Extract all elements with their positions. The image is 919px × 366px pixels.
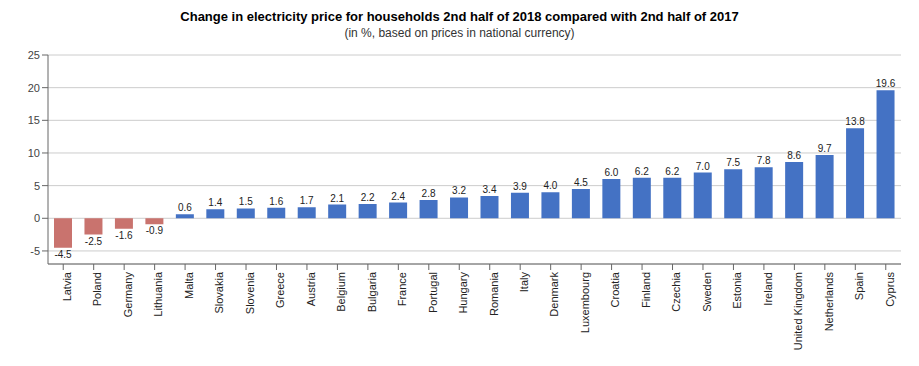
svg-text:3.9: 3.9: [513, 181, 527, 192]
svg-text:Italy: Italy: [518, 272, 530, 293]
svg-text:1.5: 1.5: [239, 196, 253, 207]
svg-text:1.6: 1.6: [269, 196, 283, 207]
svg-text:1.4: 1.4: [208, 197, 222, 208]
svg-text:2.8: 2.8: [422, 188, 436, 199]
svg-text:Denmark: Denmark: [548, 272, 560, 317]
svg-text:France: France: [396, 272, 408, 306]
svg-text:0.6: 0.6: [178, 202, 192, 213]
svg-text:Ireland: Ireland: [762, 272, 774, 306]
svg-text:Greece: Greece: [274, 272, 286, 308]
svg-text:Germany: Germany: [122, 272, 134, 318]
svg-text:6.2: 6.2: [665, 166, 679, 177]
svg-text:Croatia: Croatia: [609, 271, 621, 307]
html-text:Change in electricity price fo: Change in electricity price for househol…: [180, 9, 739, 24]
svg-text:Czechia: Czechia: [670, 271, 682, 312]
svg-text:6.2: 6.2: [635, 166, 649, 177]
svg-text:Latvia: Latvia: [61, 271, 73, 301]
html-text:(in %, based on prices in nati: (in %, based on prices in national curre…: [344, 26, 575, 40]
svg-text:Austria: Austria: [305, 271, 317, 306]
svg-text:Finland: Finland: [640, 272, 652, 308]
svg-text:Portugal: Portugal: [427, 272, 439, 313]
svg-text:20: 20: [28, 82, 40, 94]
svg-text:Cyprus: Cyprus: [884, 272, 896, 307]
svg-text:25: 25: [28, 49, 40, 61]
svg-text:4.0: 4.0: [543, 180, 557, 191]
svg-text:Lithuania: Lithuania: [152, 271, 164, 317]
svg-text:15: 15: [28, 114, 40, 126]
svg-text:7.8: 7.8: [757, 155, 771, 166]
svg-text:8.6: 8.6: [787, 150, 801, 161]
svg-text:Spain: Spain: [853, 272, 865, 300]
svg-text:Slovenia: Slovenia: [244, 271, 256, 314]
svg-text:6.0: 6.0: [604, 167, 618, 178]
svg-text:-5: -5: [30, 245, 40, 257]
svg-text:3.2: 3.2: [452, 185, 466, 196]
svg-text:19.6: 19.6: [876, 78, 896, 89]
svg-text:3.4: 3.4: [483, 184, 497, 195]
svg-text:2.1: 2.1: [330, 193, 344, 204]
svg-text:10: 10: [28, 147, 40, 159]
svg-text:Poland: Poland: [92, 272, 104, 306]
svg-text:Luxembourg: Luxembourg: [579, 272, 591, 333]
svg-text:Belgium: Belgium: [335, 272, 347, 312]
svg-text:2.4: 2.4: [391, 191, 405, 202]
svg-text:-0.9: -0.9: [146, 225, 164, 236]
svg-text:Estonia: Estonia: [731, 271, 743, 309]
svg-text:13.8: 13.8: [845, 116, 865, 127]
svg-text:7.0: 7.0: [696, 161, 710, 172]
svg-text:0: 0: [34, 212, 40, 224]
svg-text:7.5: 7.5: [726, 157, 740, 168]
svg-text:1.7: 1.7: [300, 195, 314, 206]
svg-text:Malta: Malta: [183, 271, 195, 299]
svg-text:Netherlands: Netherlands: [823, 272, 835, 332]
svg-text:United Kingdom: United Kingdom: [792, 272, 804, 350]
svg-text:Sweden: Sweden: [701, 272, 713, 312]
svg-text:Romania: Romania: [488, 271, 500, 316]
svg-text:-1.6: -1.6: [115, 230, 133, 241]
svg-text:Hungary: Hungary: [457, 272, 469, 314]
svg-text:2.2: 2.2: [361, 192, 375, 203]
svg-text:Slovakia: Slovakia: [213, 271, 225, 313]
svg-text:5: 5: [34, 180, 40, 192]
svg-text:4.5: 4.5: [574, 177, 588, 188]
svg-text:9.7: 9.7: [818, 143, 832, 154]
svg-text:-4.5: -4.5: [54, 249, 72, 260]
svg-text:Bulgaria: Bulgaria: [366, 271, 378, 312]
svg-text:-2.5: -2.5: [85, 236, 103, 247]
